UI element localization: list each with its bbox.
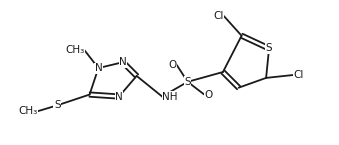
Text: CH₃: CH₃	[18, 106, 38, 116]
Text: CH₃: CH₃	[65, 45, 85, 55]
Text: N: N	[115, 91, 123, 102]
Text: N: N	[95, 63, 102, 73]
Text: S: S	[54, 100, 60, 110]
Text: Cl: Cl	[214, 11, 224, 21]
Text: N: N	[119, 57, 127, 67]
Text: S: S	[266, 44, 272, 54]
Text: S: S	[184, 77, 191, 87]
Text: Cl: Cl	[294, 70, 304, 80]
Text: O: O	[168, 60, 177, 70]
Text: O: O	[204, 90, 213, 100]
Text: NH: NH	[162, 91, 178, 102]
